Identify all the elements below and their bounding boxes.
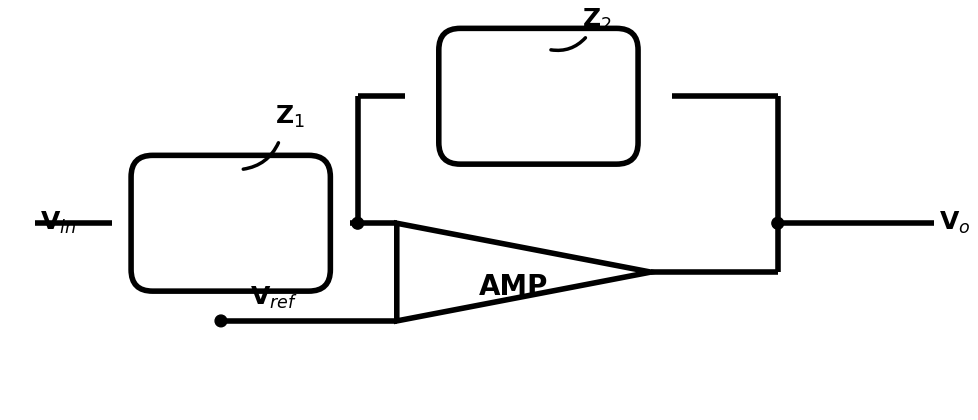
Polygon shape <box>396 223 650 321</box>
Circle shape <box>351 218 363 229</box>
Circle shape <box>215 315 227 327</box>
Circle shape <box>771 218 782 229</box>
Text: AMP: AMP <box>479 273 548 301</box>
FancyBboxPatch shape <box>438 29 638 164</box>
FancyBboxPatch shape <box>131 155 330 291</box>
Text: V$_o$: V$_o$ <box>938 210 969 236</box>
Text: Z$_2$: Z$_2$ <box>582 7 611 33</box>
Text: Z$_1$: Z$_1$ <box>275 104 304 131</box>
Text: V$_{in}$: V$_{in}$ <box>40 210 76 236</box>
Text: V$_{ref}$: V$_{ref}$ <box>250 285 298 311</box>
